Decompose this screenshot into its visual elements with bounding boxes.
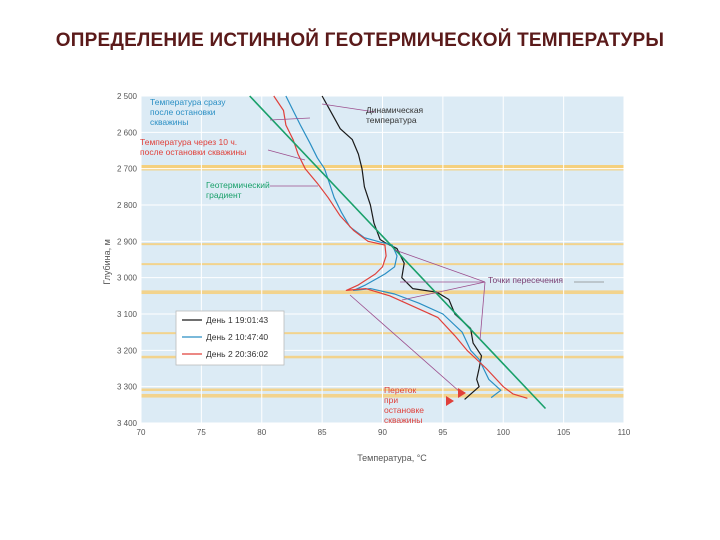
anno-10h-line-0: Температура через 10 ч. <box>140 137 237 147</box>
anno-flow-line-2: остановке <box>384 405 424 415</box>
guide-line-0 <box>321 103 376 113</box>
annotation-gradient: Геотермический градиент <box>206 180 270 200</box>
day2-1047-line <box>285 95 502 399</box>
guide-line-8 <box>349 294 461 393</box>
y-axis-label: Глубина, м <box>102 239 112 285</box>
y-tick-9: 3 400 <box>117 419 138 428</box>
x-axis-label: Температура, °С <box>357 453 427 463</box>
legend-label-3: День 2 20:36:02 <box>206 349 268 359</box>
annotation-dynamic: Динамическая температура <box>366 105 424 125</box>
y-tick-3: 2 800 <box>117 201 138 210</box>
anno-10h-line-1: после остановки скважины <box>140 147 246 157</box>
slide-title: ОПРЕДЕЛЕНИЕ ИСТИННОЙ ГЕОТЕРМИЧЕСКОЙ ТЕМП… <box>55 30 665 51</box>
x-tick-95: 95 <box>438 428 447 437</box>
guide-line-4 <box>394 249 486 283</box>
annotation-crossflow: Переток при остановке скважины <box>384 385 424 425</box>
legend-label-1: День 1 19:01:43 <box>206 315 268 325</box>
annotation-after-shutin: Температура сразу после остановки скважины <box>150 97 226 127</box>
guide-line-6 <box>401 281 486 301</box>
anno-flow-line-3: скважины <box>384 415 422 425</box>
y-tick-4: 2 900 <box>117 237 138 246</box>
x-tick-105: 105 <box>557 428 571 437</box>
y-tick-2: 2 700 <box>117 165 138 174</box>
guide-line-1 <box>269 117 311 121</box>
x-tick-110: 110 <box>618 428 631 437</box>
arrow-crossflow-1 <box>458 388 466 398</box>
anno-grad-line-0: Геотермический <box>206 180 270 190</box>
anno-shut-line-2: скважины <box>150 117 188 127</box>
anno-flow-line-1: при <box>384 395 398 405</box>
y-tick-1: 2 600 <box>117 128 138 137</box>
guide-line-7 <box>479 281 486 341</box>
anno-shut-line-0: Температура сразу <box>150 97 226 107</box>
anno-shut-line-1: после остановки <box>150 107 216 117</box>
x-tick-70: 70 <box>137 428 146 437</box>
y-tick-labels: 2 500 2 600 2 700 2 800 2 900 3 000 3 100 3 200… <box>117 92 138 428</box>
legend-label-2: День 2 10:47:40 <box>206 332 268 342</box>
annotation-guides <box>267 103 604 406</box>
anno-dyn-line-1: температура <box>366 115 417 125</box>
annotation-crossings: Точки пересечения <box>488 275 563 285</box>
y-tick-6: 3 100 <box>117 310 138 319</box>
anno-grad-line-1: градиент <box>206 190 242 200</box>
anno-dyn-line-0: Динамическая <box>366 105 424 115</box>
y-tick-5: 3 000 <box>117 274 138 283</box>
x-tick-80: 80 <box>257 428 266 437</box>
x-tick-labels: 70 75 80 85 90 95 100 105 110 <box>137 428 631 437</box>
arrow-crossflow-2 <box>446 396 454 406</box>
y-tick-8: 3 300 <box>117 383 138 392</box>
guide-line-2 <box>267 149 306 161</box>
geothermal-gradient-line <box>249 95 547 410</box>
x-tick-85: 85 <box>318 428 327 437</box>
anno-flow-line-0: Переток <box>384 385 417 395</box>
y-tick-0: 2 500 <box>117 92 138 101</box>
y-tick-7: 3 200 <box>117 346 138 355</box>
x-tick-100: 100 <box>497 428 511 437</box>
x-tick-90: 90 <box>378 428 387 437</box>
annotation-after-10h: Температура через 10 ч. после остановки с… <box>140 137 246 157</box>
x-tick-75: 75 <box>197 428 206 437</box>
legend: День 1 19:01:43 День 2 10:47:40 День 2 2… <box>175 310 285 366</box>
